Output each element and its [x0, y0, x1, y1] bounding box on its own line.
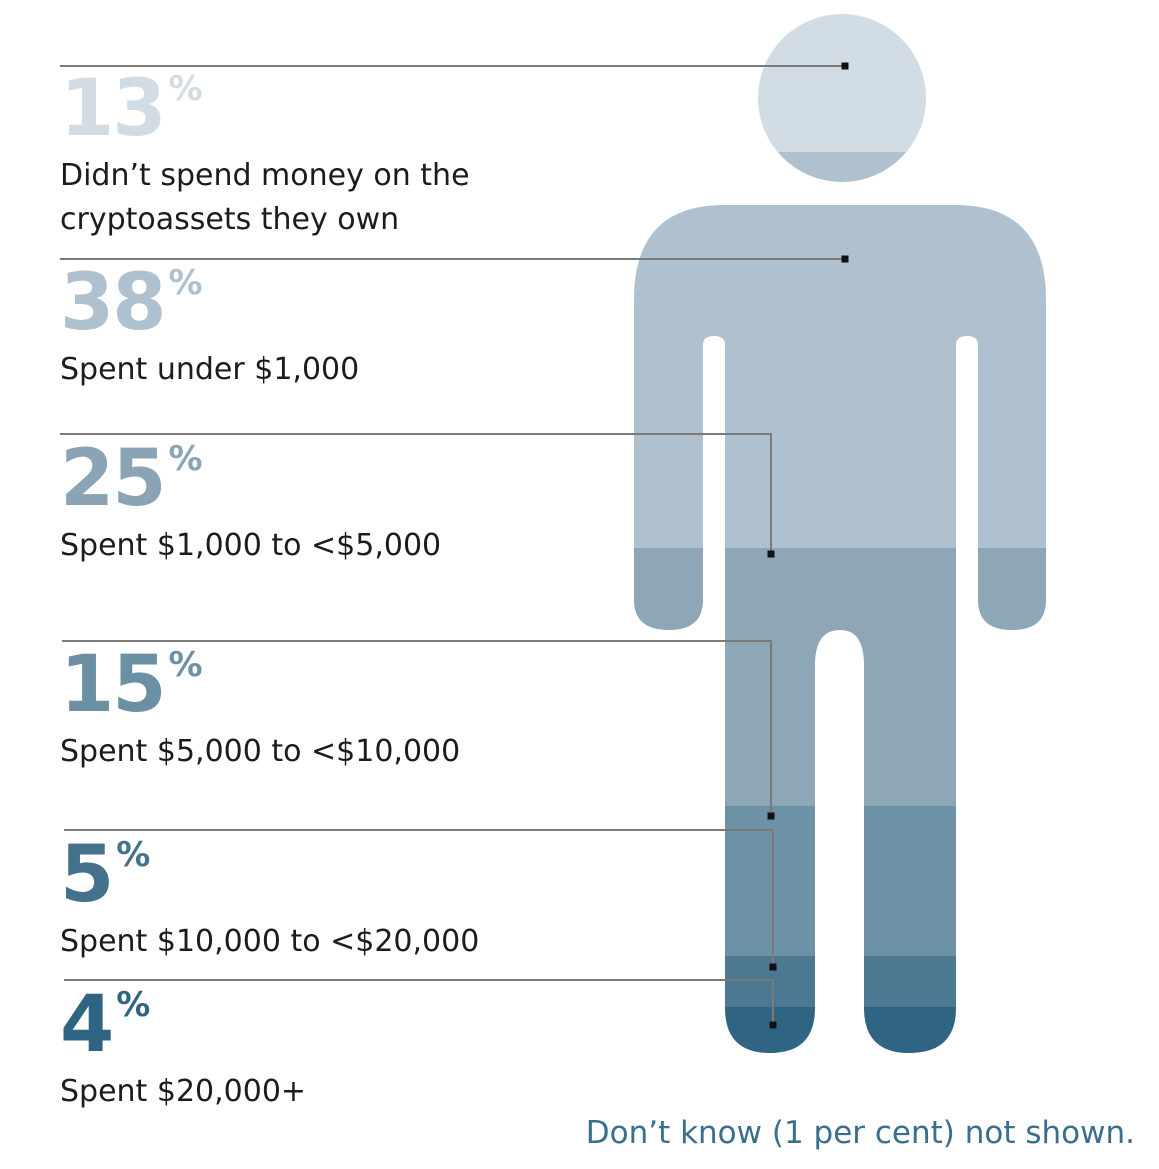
percentage-value: 15: [60, 640, 167, 730]
percentage-value: 13: [60, 64, 167, 154]
percentage-value: 38: [60, 258, 167, 348]
figure-band-4pct: [634, 1007, 1046, 1053]
footnote: Don’t know (1 per cent) not shown.: [585, 1115, 1135, 1151]
figure-band-5pct: [634, 956, 1046, 1007]
description-line-1: Spent $20,000+: [60, 1074, 307, 1109]
segment-label-25pct: 25% Spent $1,000 to <$5,000: [60, 440, 441, 568]
percent-sign: %: [168, 69, 203, 109]
leader-dot-38pct: [841, 255, 849, 263]
segment-description: Spent under $1,000: [60, 348, 359, 392]
leader-dot-13pct: [841, 62, 849, 70]
segment-description: Spent $1,000 to <$5,000: [60, 524, 441, 568]
leader-line-4pct: [64, 979, 774, 1025]
description-line-1: Spent $1,000 to <$5,000: [60, 528, 442, 563]
segment-description: Spent $10,000 to <$20,000: [60, 920, 479, 964]
description-line-1: Spent $10,000 to <$20,000: [60, 924, 480, 959]
description-line-1: Spent under $1,000: [60, 352, 360, 387]
figure-band-15pct: [634, 806, 1046, 956]
leader-line-15pct: [62, 640, 772, 816]
percent-sign: %: [116, 985, 151, 1025]
leader-dot-15pct: [767, 812, 775, 820]
percentage-value: 25: [60, 434, 167, 524]
segment-description: Spent $20,000+: [60, 1070, 306, 1114]
figure-band-38pct: [634, 152, 1046, 548]
segment-label-4pct: 4% Spent $20,000+: [60, 986, 306, 1114]
segment-label-15pct: 15% Spent $5,000 to <$10,000: [60, 646, 460, 774]
leader-dot-5pct: [769, 963, 777, 971]
percent-sign: %: [168, 439, 203, 479]
percent-sign: %: [168, 645, 203, 685]
segment-label-38pct: 38% Spent under $1,000: [60, 264, 359, 392]
figure-band-13pct: [634, 14, 1046, 152]
percent-sign: %: [116, 835, 151, 875]
segment-description: Spent $5,000 to <$10,000: [60, 730, 460, 774]
description-line-2: cryptoassets they own: [60, 202, 400, 237]
segment-label-5pct: 5% Spent $10,000 to <$20,000: [60, 836, 479, 964]
segment-label-13pct: 13% Didn’t spend money on the cryptoassets…: [60, 70, 470, 242]
leader-line-5pct: [64, 829, 774, 967]
description-line-1: Didn’t spend money on the: [60, 158, 470, 193]
leader-dot-25pct: [767, 550, 775, 558]
percent-sign: %: [168, 263, 203, 303]
percentage-value: 5: [60, 830, 114, 920]
figure-band-25pct: [634, 548, 1046, 806]
person-figure: [634, 14, 1046, 1053]
leader-line-25pct: [60, 433, 772, 554]
percentage-value: 4: [60, 980, 114, 1070]
description-line-1: Spent $5,000 to <$10,000: [60, 734, 461, 769]
segment-description: Didn’t spend money on the cryptoassets th…: [60, 154, 470, 242]
leader-lines: [60, 62, 849, 1029]
leader-dot-4pct: [769, 1021, 777, 1029]
